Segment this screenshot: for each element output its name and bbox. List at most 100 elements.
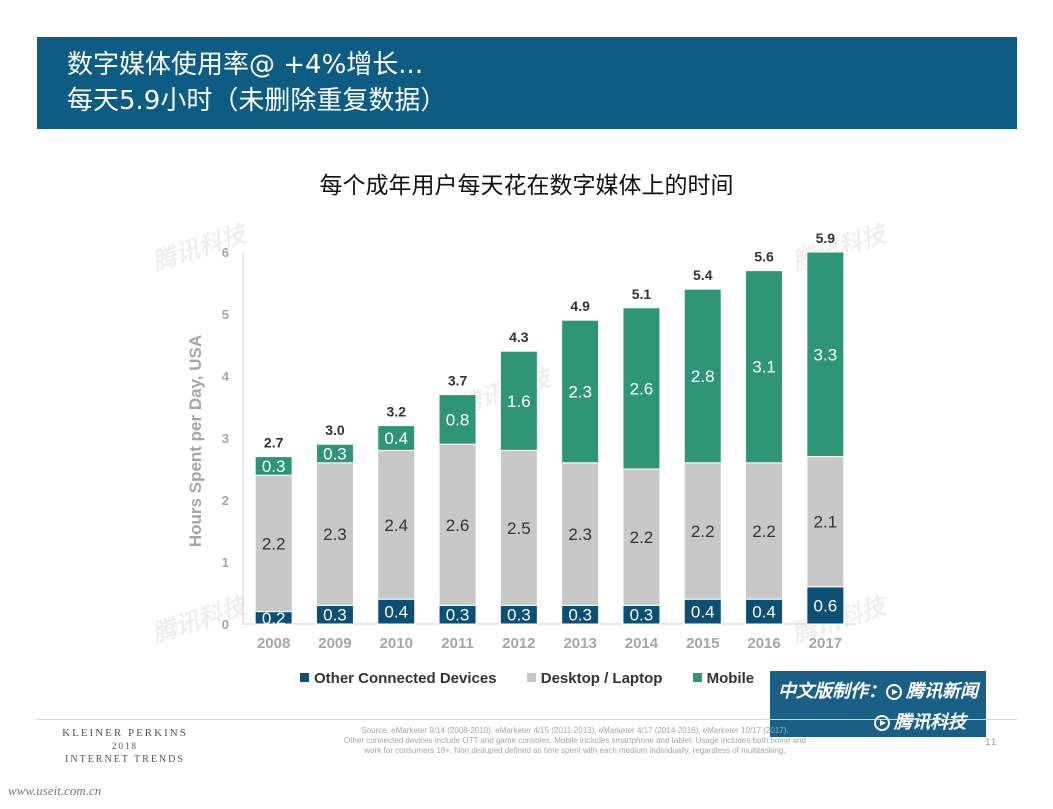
header-banner: 数字媒体使用率@ +4%增长... 每天5.9小时（未删除重复数据） <box>37 37 1017 129</box>
y-axis-label: Hours Spent per Day, USA <box>186 335 205 547</box>
chart-title: 每个成年用户每天花在数字媒体上的时间 <box>319 173 734 199</box>
bar-segment <box>745 598 784 625</box>
y-tick-label: 5 <box>222 307 229 322</box>
legend-label-other-devices: Other Connected Devices <box>314 670 497 687</box>
total-label: 3.0 <box>325 422 345 438</box>
credit-row-news: 中文版制作： 腾讯新闻 <box>778 677 978 703</box>
data-label: 0.4 <box>752 603 776 622</box>
header-title-line-1: 数字媒体使用率@ +4%增长... <box>67 50 424 80</box>
data-label: 0.4 <box>384 429 408 448</box>
bar-segment <box>806 251 845 458</box>
chart-legend: Other Connected Devices Desktop / Laptop… <box>300 670 780 692</box>
data-label: 0.3 <box>446 606 470 625</box>
x-tick-label: 2010 <box>380 635 413 652</box>
bar-segment <box>561 462 600 606</box>
legend-item-other-devices: Other Connected Devices <box>300 670 497 687</box>
legend-item-mobile: Mobile <box>692 670 755 687</box>
x-tick-label: 2017 <box>809 635 842 652</box>
credit-org-tech: 腾讯科技 <box>894 712 966 733</box>
data-label: 0.3 <box>568 606 592 625</box>
data-label: 0.3 <box>323 606 347 625</box>
x-tick-label: 2016 <box>747 635 780 652</box>
data-label: 0.6 <box>814 596 838 615</box>
bar-segment <box>315 443 354 464</box>
legend-swatch-desktop-laptop <box>526 673 536 682</box>
x-tick-label: 2014 <box>625 635 659 652</box>
data-label: 0.3 <box>323 445 347 464</box>
y-tick-label: 6 <box>222 245 229 260</box>
brand-line-1: KLEINER PERKINS <box>62 727 188 739</box>
total-label: 4.3 <box>509 329 529 345</box>
legend-swatch-other-devices <box>300 673 309 682</box>
source-line-2: Other connected devices include OTT and … <box>344 736 806 745</box>
bar-segment <box>745 270 784 464</box>
data-label: 2.4 <box>384 516 408 535</box>
data-label: 0.4 <box>384 603 408 622</box>
bar-segment <box>499 449 538 606</box>
tencent-play-logo-icon <box>886 684 902 700</box>
data-label: 2.3 <box>568 383 592 402</box>
total-label: 4.9 <box>570 298 590 314</box>
brand-logo-text: KLEINER PERKINS 2018 INTERNET TRENDS <box>50 727 200 766</box>
bar-segment <box>438 394 477 445</box>
data-label: 0.3 <box>507 606 531 625</box>
bar-segment <box>438 443 477 606</box>
total-label: 3.7 <box>448 373 468 389</box>
bar-segment <box>683 288 722 464</box>
data-label: 2.2 <box>691 522 715 541</box>
page-number: 11 <box>985 738 997 748</box>
data-label: 0.3 <box>262 457 286 476</box>
bar-segment <box>745 462 784 600</box>
legend-item-desktop-laptop: Desktop / Laptop <box>526 670 663 687</box>
total-label: 5.4 <box>693 267 713 283</box>
credit-org-news: 腾讯新闻 <box>906 681 978 702</box>
data-label: 2.6 <box>630 379 654 398</box>
data-label: 2.5 <box>507 519 531 538</box>
bar-segment <box>254 474 293 613</box>
site-url-watermark: www.useit.com.cn <box>8 783 102 798</box>
bar-segment <box>683 598 722 625</box>
x-tick-label: 2008 <box>257 635 290 652</box>
legend-label-desktop-laptop: Desktop / Laptop <box>540 670 663 687</box>
y-tick-label: 0 <box>222 617 229 632</box>
legend-label-mobile: Mobile <box>706 670 755 687</box>
bar-segment <box>377 425 416 451</box>
data-label: 2.2 <box>752 522 776 541</box>
bar-segment <box>499 350 538 451</box>
source-line-1: Source: eMarketer 9/14 (2008-2010), eMar… <box>361 726 789 735</box>
source-line-3: work for consumers 18+. Non deduped defi… <box>364 746 786 755</box>
total-label: 3.2 <box>387 404 407 420</box>
bar-segment <box>561 319 600 464</box>
credit-row-tech: 腾讯科技 <box>874 708 966 734</box>
x-tick-label: 2009 <box>318 635 351 652</box>
y-tick-label: 4 <box>222 369 230 384</box>
credit-prefix: 中文版制作： <box>778 681 886 702</box>
brand-line-3: INTERNET TRENDS <box>65 754 185 765</box>
x-tick-label: 2013 <box>563 635 596 652</box>
data-label: 2.6 <box>446 516 470 535</box>
data-label: 0.2 <box>262 609 286 628</box>
header-title-line-2: 每天5.9小时（未删除重复数据） <box>67 86 447 116</box>
data-label: 2.2 <box>630 528 654 547</box>
data-label: 2.3 <box>323 525 347 544</box>
data-label: 2.8 <box>691 367 715 386</box>
y-tick-label: 2 <box>222 493 229 508</box>
data-label: 1.6 <box>507 392 531 411</box>
data-label: 2.3 <box>568 525 592 544</box>
x-tick-label: 2015 <box>686 635 719 652</box>
total-label: 2.7 <box>264 435 284 451</box>
data-label: 3.1 <box>752 358 776 377</box>
data-label: 2.1 <box>814 513 838 532</box>
bar-segment <box>806 586 845 625</box>
brand-line-2: 2018 <box>112 741 138 751</box>
y-tick-label: 1 <box>222 555 229 570</box>
bar-segment <box>254 456 293 476</box>
x-tick-label: 2011 <box>441 635 474 652</box>
data-label: 0.4 <box>691 603 715 622</box>
data-label: 0.3 <box>630 606 654 625</box>
total-label: 5.9 <box>816 230 836 246</box>
bar-segment <box>806 456 845 588</box>
bar-segment <box>377 449 416 600</box>
data-label: 0.8 <box>446 410 470 429</box>
total-label: 5.6 <box>754 249 774 265</box>
